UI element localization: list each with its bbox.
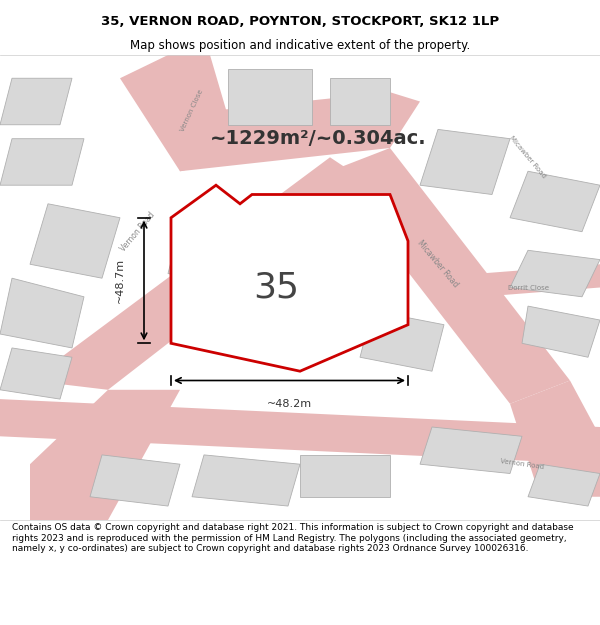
Polygon shape — [300, 455, 390, 497]
Polygon shape — [480, 264, 600, 297]
Text: 35: 35 — [253, 271, 299, 304]
Polygon shape — [168, 227, 252, 288]
Polygon shape — [0, 278, 84, 348]
Polygon shape — [330, 250, 402, 306]
Text: Vernon Road: Vernon Road — [119, 210, 157, 253]
Text: Micawber Road: Micawber Road — [509, 135, 547, 179]
Polygon shape — [192, 455, 300, 506]
Text: Vernon Close: Vernon Close — [179, 89, 205, 132]
Polygon shape — [90, 455, 180, 506]
Text: ~1229m²/~0.304ac.: ~1229m²/~0.304ac. — [209, 129, 427, 148]
Text: ~48.7m: ~48.7m — [115, 258, 125, 303]
Polygon shape — [330, 78, 390, 125]
Polygon shape — [360, 311, 444, 371]
Polygon shape — [528, 464, 600, 506]
Text: Dorrit Close: Dorrit Close — [508, 284, 548, 291]
Polygon shape — [510, 381, 600, 497]
Text: 35, VERNON ROAD, POYNTON, STOCKPORT, SK12 1LP: 35, VERNON ROAD, POYNTON, STOCKPORT, SK1… — [101, 16, 499, 28]
Polygon shape — [0, 348, 72, 399]
Polygon shape — [420, 129, 510, 194]
Polygon shape — [510, 171, 600, 232]
Polygon shape — [510, 250, 600, 297]
Polygon shape — [120, 55, 240, 171]
Text: Contains OS data © Crown copyright and database right 2021. This information is : Contains OS data © Crown copyright and d… — [12, 523, 574, 553]
Polygon shape — [30, 204, 120, 278]
Polygon shape — [522, 306, 600, 358]
Polygon shape — [0, 139, 84, 185]
Polygon shape — [30, 158, 372, 390]
Polygon shape — [330, 148, 570, 404]
Text: Micawber Road: Micawber Road — [416, 239, 460, 289]
Polygon shape — [30, 390, 180, 520]
Text: ~48.2m: ~48.2m — [267, 399, 312, 409]
Polygon shape — [168, 92, 420, 171]
Polygon shape — [171, 185, 408, 371]
Polygon shape — [228, 69, 312, 125]
Polygon shape — [420, 427, 522, 474]
Polygon shape — [0, 78, 72, 125]
Text: Map shows position and indicative extent of the property.: Map shows position and indicative extent… — [130, 39, 470, 51]
Text: Vernon Road: Vernon Road — [500, 458, 544, 470]
Polygon shape — [0, 399, 600, 464]
